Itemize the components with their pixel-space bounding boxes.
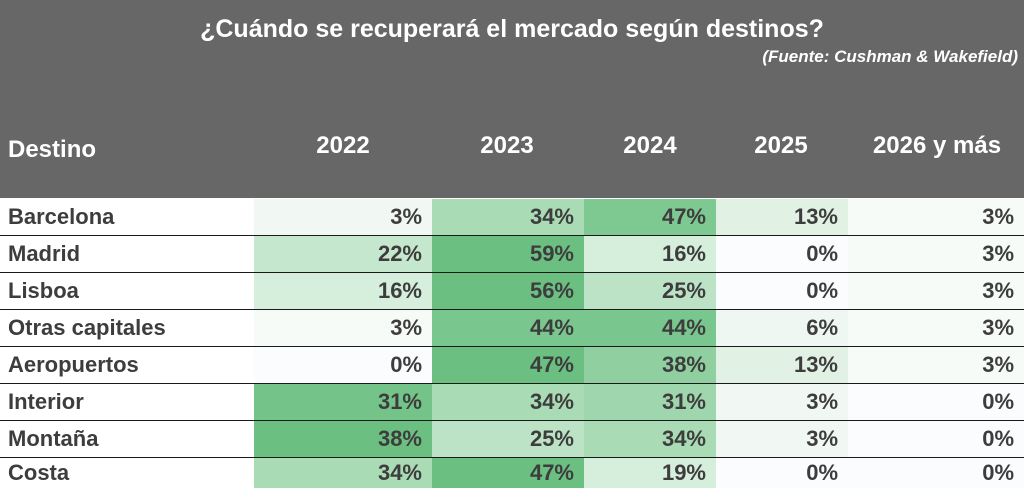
table-row: Aeropuertos 0% 47% 38% 13% 3% <box>0 347 1024 384</box>
destination-name: Otras capitales <box>8 315 166 340</box>
column-header: 2025 <box>754 132 808 159</box>
value-cell: 3% <box>716 384 848 420</box>
value-cell: 0% <box>848 421 1024 457</box>
value-cell: 3% <box>716 421 848 457</box>
value-cell: 44% <box>432 310 584 346</box>
table-row: Interior 31% 34% 31% 3% 0% <box>0 384 1024 421</box>
value-cell: 13% <box>716 199 848 235</box>
value-cell: 0% <box>254 347 432 383</box>
column-header: 2024 <box>623 132 677 159</box>
value-cell: 0% <box>716 236 848 272</box>
value-cell: 6% <box>716 310 848 346</box>
value-cell: 25% <box>432 421 584 457</box>
value-cell: 0% <box>848 458 1024 488</box>
value-cell: 44% <box>584 310 716 346</box>
value-cell: 38% <box>584 347 716 383</box>
destination-name: Interior <box>8 389 84 414</box>
table-row: Costa 34% 47% 19% 0% 0% <box>0 458 1024 488</box>
value-cell: 3% <box>848 347 1024 383</box>
value-cell: 59% <box>432 236 584 272</box>
destination-name: Lisboa <box>8 278 79 303</box>
destination-name: Montaña <box>8 426 99 451</box>
value-cell: 47% <box>432 347 584 383</box>
destination-name: Barcelona <box>8 204 115 229</box>
value-cell: 31% <box>584 384 716 420</box>
value-cell: 34% <box>432 199 584 235</box>
value-cell: 47% <box>584 199 716 235</box>
table-row: Montaña 38% 25% 34% 3% 0% <box>0 421 1024 458</box>
value-cell: 31% <box>254 384 432 420</box>
destination-name: Costa <box>8 460 70 485</box>
row-header: Destino <box>8 136 97 163</box>
column-header: 2022 <box>316 132 370 159</box>
value-cell: 16% <box>584 236 716 272</box>
value-cell: 16% <box>254 273 432 309</box>
destination-name: Madrid <box>8 241 81 266</box>
column-header: 2023 <box>480 132 534 159</box>
value-cell: 13% <box>716 347 848 383</box>
table-header: ¿Cuándo se recuperará el mercado según d… <box>0 0 1024 198</box>
value-cell: 25% <box>584 273 716 309</box>
table-row: Otras capitales 3% 44% 44% 6% 3% <box>0 310 1024 347</box>
table-row: Lisboa 16% 56% 25% 0% 3% <box>0 273 1024 310</box>
value-cell: 3% <box>848 310 1024 346</box>
column-header: 2026 y más <box>872 132 1002 159</box>
value-cell: 0% <box>716 273 848 309</box>
destination-name: Aeropuertos <box>8 352 139 377</box>
value-cell: 3% <box>254 310 432 346</box>
chart-title: ¿Cuándo se recuperará el mercado según d… <box>200 15 824 43</box>
value-cell: 47% <box>432 458 584 488</box>
value-cell: 19% <box>584 458 716 488</box>
table-row: Madrid 22% 59% 16% 0% 3% <box>0 236 1024 273</box>
value-cell: 34% <box>584 421 716 457</box>
value-cell: 56% <box>432 273 584 309</box>
value-cell: 3% <box>848 273 1024 309</box>
table-body: Barcelona 3% 34% 47% 13% 3% Madrid 22% 59% 16% 0% 3… <box>0 199 1024 488</box>
value-cell: 0% <box>716 458 848 488</box>
value-cell: 38% <box>254 421 432 457</box>
value-cell: 34% <box>254 458 432 488</box>
value-cell: 3% <box>848 236 1024 272</box>
value-cell: 0% <box>848 384 1024 420</box>
table-row: Barcelona 3% 34% 47% 13% 3% <box>0 199 1024 236</box>
value-cell: 3% <box>848 199 1024 235</box>
value-cell: 3% <box>254 199 432 235</box>
value-cell: 22% <box>254 236 432 272</box>
chart-subtitle: (Fuente: Cushman & Wakefield) <box>762 47 1018 66</box>
value-cell: 34% <box>432 384 584 420</box>
